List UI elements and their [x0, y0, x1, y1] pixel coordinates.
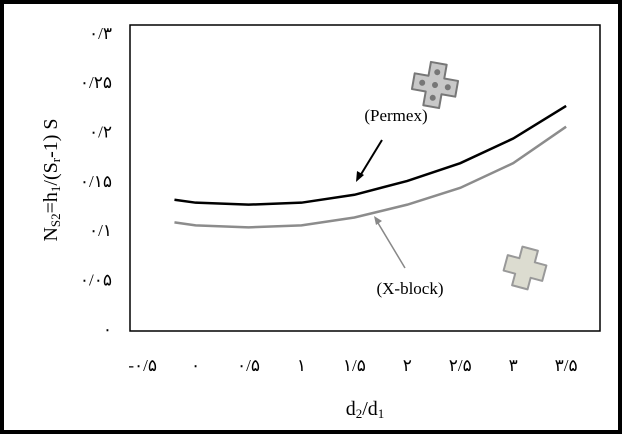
xblock-arrowhead	[374, 216, 382, 225]
x-axis-label-part: 2	[356, 406, 363, 421]
x-axis-label-part: d	[346, 398, 356, 420]
x-tick-label: ۰	[191, 356, 200, 375]
y-axis-label: NS2=h1/(Sr-1) S	[40, 118, 63, 241]
series-line	[174, 104, 567, 206]
y-axis-label-part: 1	[48, 186, 63, 193]
y-tick-label: ۰/۱	[89, 221, 112, 240]
y-tick-label: ۰/۲	[89, 122, 112, 141]
y-tick-label: ۰/۰۵	[80, 271, 112, 290]
y-tick-label: ۰/۱۵	[80, 172, 112, 191]
x-axis-label: d2/d1	[346, 398, 385, 421]
x-tick-label: ۰/۵	[237, 356, 260, 375]
x-axis-label-part: 1	[378, 406, 385, 421]
y-axis-label-part: =h	[40, 192, 62, 213]
series-line	[174, 125, 567, 229]
y-axis-label-part: S2	[48, 213, 63, 227]
permex-arrowhead	[356, 171, 364, 182]
x-tick-label: ۳	[509, 356, 518, 375]
x-tick-label: ۱/۵	[343, 356, 366, 375]
x-tick-label: ۳/۵	[555, 356, 578, 375]
y-tick-label: ۰/۲۵	[80, 73, 112, 92]
x-axis-label-part: /d	[362, 398, 378, 420]
permex-icon	[410, 60, 460, 110]
x-tick-label: -۰/۵	[128, 356, 157, 375]
y-axis-label-part: r	[48, 157, 63, 162]
y-tick-label: ۰/۳	[89, 24, 112, 43]
permex-arrow	[359, 139, 383, 177]
y-axis-label-part: N	[40, 227, 62, 241]
y-axis-label-part: /(S	[40, 162, 62, 185]
plot-area	[129, 24, 601, 332]
x-tick-label: ۱	[297, 356, 306, 375]
y-axis-label-part: -1) S	[40, 118, 62, 157]
y-tick-label: ۰	[103, 320, 112, 339]
xblock-icon	[502, 245, 548, 291]
xblock-arrow	[377, 222, 406, 269]
series-label: (X-block)	[376, 279, 443, 298]
x-tick-label: ۲	[403, 356, 412, 375]
x-tick-label: ۲/۵	[449, 356, 472, 375]
series-label: (Permex)	[364, 106, 427, 125]
